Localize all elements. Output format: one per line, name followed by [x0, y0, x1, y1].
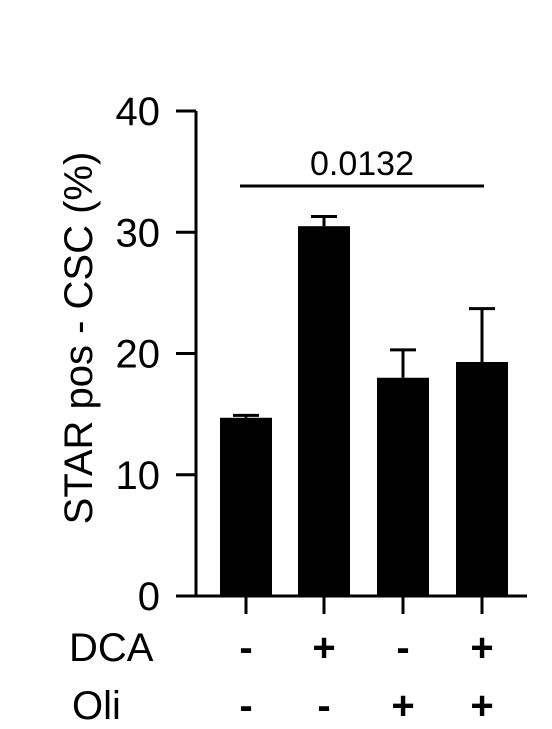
condition-sign-dca-3: - — [396, 626, 409, 670]
condition-sign-dca-2: + — [312, 626, 335, 670]
y-axis-title: STAR pos - CSC (%) — [57, 152, 101, 525]
condition-sign-dca-4: + — [470, 626, 493, 670]
bar-4 — [456, 361, 508, 596]
y-ticks-layer: 0 10 20 30 40 — [116, 90, 196, 619]
condition-label-oli: Oli — [72, 684, 121, 728]
error-bars-layer — [233, 214, 495, 418]
significance-annotation: 0.0132 — [240, 145, 484, 188]
p-value-label: 0.0132 — [310, 145, 414, 183]
bar-2 — [298, 226, 350, 596]
condition-label-dca: DCA — [69, 626, 154, 670]
condition-sign-oli-2: - — [317, 684, 330, 728]
y-tick-label-0: 0 — [138, 575, 160, 619]
bars-layer — [220, 226, 508, 596]
bar-3 — [377, 377, 429, 596]
y-tick-label-40: 40 — [116, 90, 161, 134]
condition-sign-oli-1: - — [239, 684, 252, 728]
x-ticks-layer — [244, 596, 484, 614]
condition-sign-oli-4: + — [470, 684, 493, 728]
condition-table: DCA - + - + Oli - - + + — [69, 626, 494, 728]
bar-1 — [220, 417, 272, 596]
y-tick-label-10: 10 — [116, 454, 161, 498]
y-tick-label-20: 20 — [116, 333, 161, 377]
y-tick-label-30: 30 — [116, 211, 161, 255]
condition-sign-dca-1: - — [239, 626, 252, 670]
condition-sign-oli-3: + — [391, 684, 414, 728]
